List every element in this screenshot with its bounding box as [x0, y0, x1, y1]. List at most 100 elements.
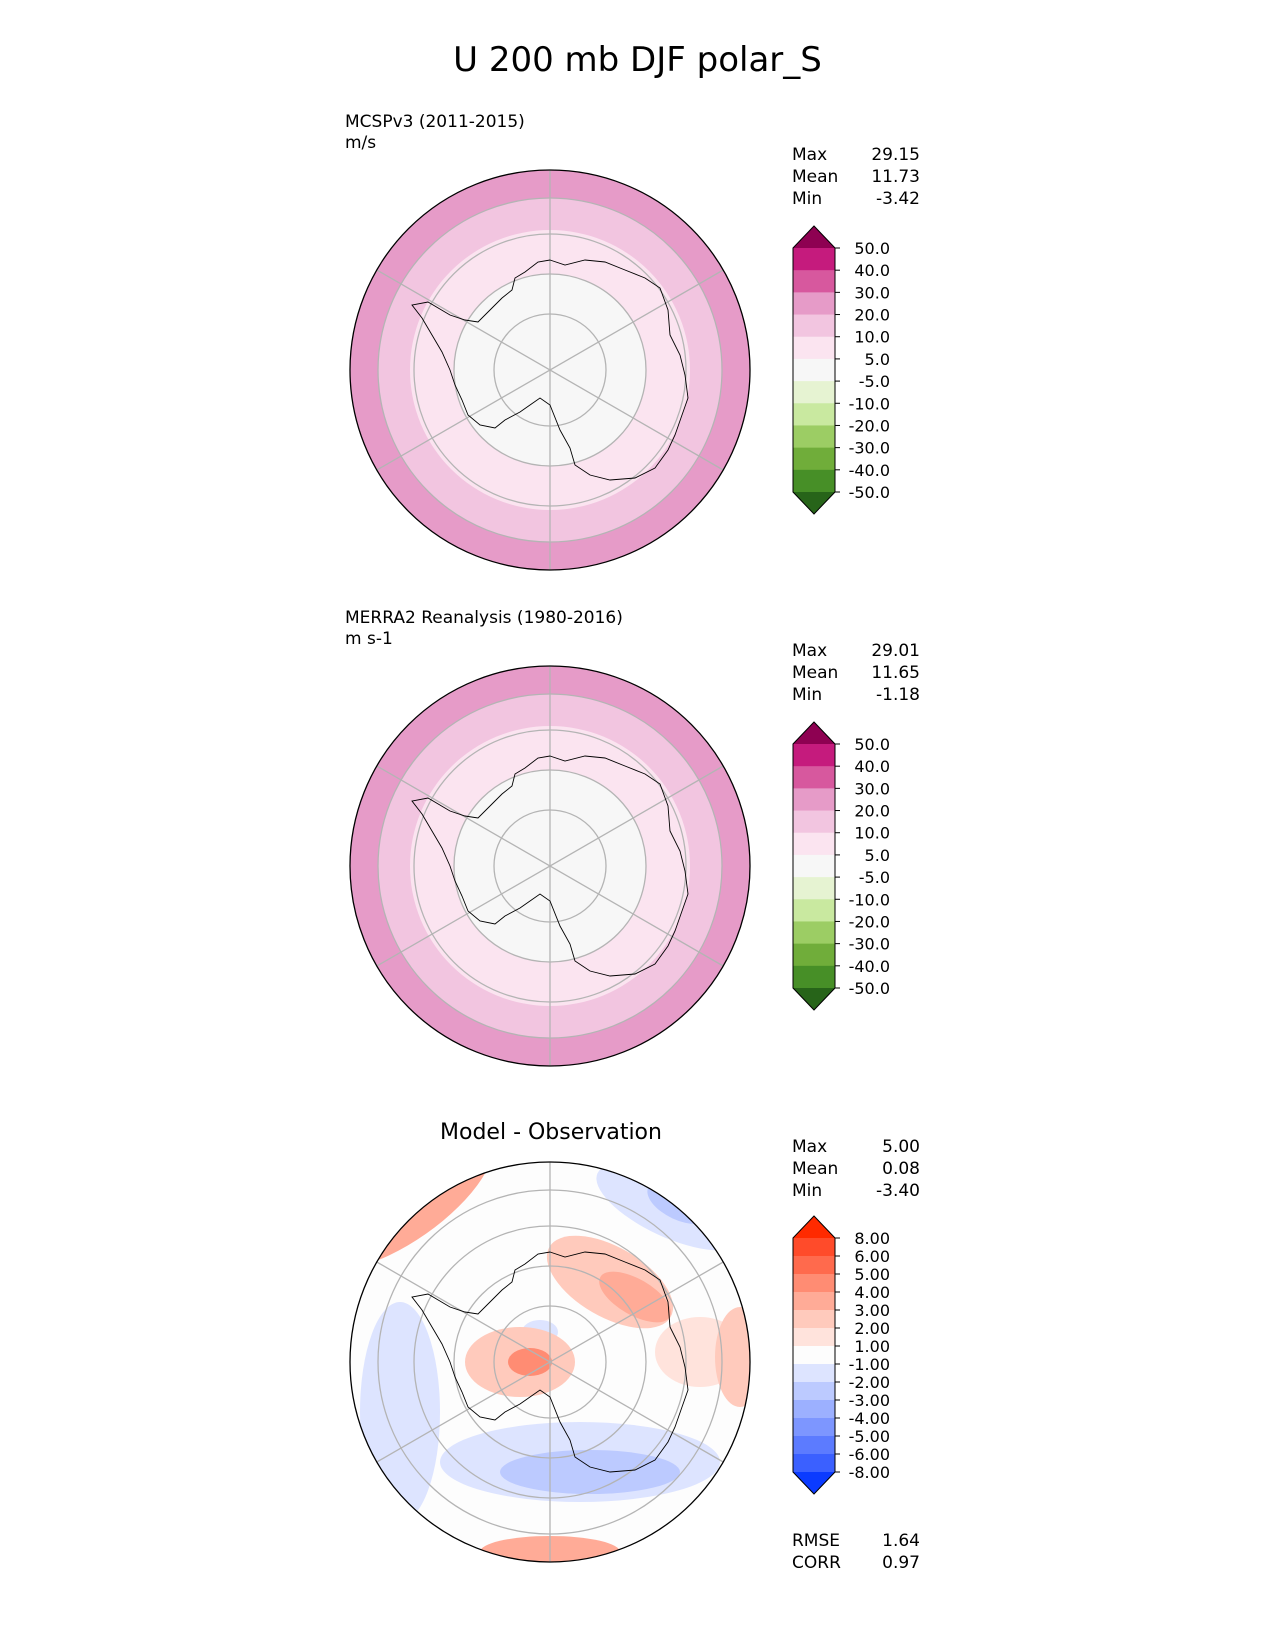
- panel-3-metric-corr-row: CORR 0.97: [792, 1552, 920, 1574]
- colorbar-segment: [793, 469, 835, 493]
- colorbar-segment: [793, 1310, 835, 1329]
- colorbar-extend-min: [793, 492, 835, 514]
- colorbar-segment: [793, 877, 835, 900]
- panel-1-stat-min-row: Min -3.42: [792, 188, 920, 210]
- colorbar-segment: [793, 1382, 835, 1401]
- panel-3-polar-map: [349, 1161, 751, 1563]
- colorbar-tick-label: 40.0: [854, 261, 890, 280]
- panel-1-title-block: MCSPv3 (2011-2015) m/s: [345, 112, 525, 154]
- colorbar-segment: [793, 832, 835, 856]
- panel-3-metric-value: 1.64: [882, 1531, 920, 1551]
- panel-3-metric-label: CORR: [792, 1553, 841, 1573]
- colorbar-tick-label: 20.0: [854, 306, 890, 325]
- colorbar-tick-label: 50.0: [854, 239, 890, 258]
- anomaly-region: [508, 1348, 552, 1376]
- panel-2-stat-value: 29.01: [871, 641, 920, 661]
- panel-1-stat-label: Min: [792, 189, 823, 209]
- panel-3-stat-value: 5.00: [882, 1137, 920, 1157]
- colorbar-tick-label: -30.0: [849, 439, 890, 458]
- colorbar-segment: [793, 788, 835, 812]
- colorbar-segment: [793, 1346, 835, 1365]
- colorbar-segment: [793, 854, 835, 878]
- colorbar-tick-label: -10.0: [849, 394, 890, 413]
- panel-2-stat-label: Max: [792, 641, 828, 661]
- panel-1-stat-value: 11.73: [871, 167, 920, 187]
- colorbar-segment: [793, 766, 835, 789]
- panel-2-stat-min-row: Min -1.18: [792, 684, 920, 706]
- panel-1-colorbar: 50.0 40.0 30.0 20.0 10.0 5.0 -5.0 -10.0 -20.0 -30…: [792, 225, 890, 515]
- panel-3-metric-value: 0.97: [882, 1553, 920, 1573]
- colorbar-segment: [793, 1328, 835, 1347]
- anomaly-region: [715, 1307, 750, 1407]
- panel-2-title-block: MERRA2 Reanalysis (1980-2016) m s-1: [345, 608, 623, 650]
- panel-3-stat-value: -3.40: [876, 1181, 920, 1201]
- anomaly-region: [599, 1271, 671, 1323]
- colorbar-segment: [793, 965, 835, 989]
- anomaly-region: [500, 1450, 680, 1494]
- panel-3-stat-label: Mean: [792, 1159, 839, 1179]
- colorbar-tick-label: 5.0: [865, 350, 890, 369]
- colorbar-tick-label: 5.0: [865, 846, 890, 865]
- colorbar-segment: [793, 1454, 835, 1473]
- antarctica-coastline: [411, 755, 689, 977]
- colorbar-tick-label: 10.0: [854, 824, 890, 843]
- colorbar-segment: [793, 1400, 835, 1419]
- colorbar-tick-label: -40.0: [849, 957, 890, 976]
- colorbar-tick-label: 2.00: [854, 1319, 890, 1338]
- colorbar-tick-label: 10.0: [854, 328, 890, 347]
- panel-3-stat-min-row: Min -3.40: [792, 1180, 920, 1202]
- panel-1-units: m/s: [345, 133, 377, 153]
- colorbar-tick-label: 5.00: [854, 1265, 890, 1284]
- panel-1-stat-mean-row: Mean 11.73: [792, 166, 920, 188]
- colorbar-segment: [793, 744, 835, 767]
- panel-1-polar-map: [349, 169, 751, 571]
- panel-3-metrics: RMSE 1.64 CORR 0.97: [792, 1530, 920, 1574]
- panel-2-stat-mean-row: Mean 11.65: [792, 662, 920, 684]
- colorbar-segment: [793, 1292, 835, 1311]
- colorbar-tick-label: -20.0: [849, 912, 890, 931]
- panel-1-stat-max-row: Max 29.15: [792, 144, 920, 166]
- colorbar-extend-min: [793, 1472, 835, 1494]
- colorbar-segment: [793, 921, 835, 945]
- panel-2-stat-max-row: Max 29.01: [792, 640, 920, 662]
- colorbar-segment: [793, 447, 835, 471]
- longitude-line: [376, 1261, 724, 1463]
- colorbar-segment: [793, 1238, 835, 1257]
- panel-3-stat-label: Max: [792, 1137, 828, 1157]
- colorbar-tick-label: 8.00: [854, 1229, 890, 1248]
- colorbar-extend-min: [793, 988, 835, 1010]
- longitude-line: [376, 269, 724, 471]
- colorbar-segment: [793, 425, 835, 449]
- colorbar-segment: [793, 810, 835, 834]
- colorbar-segment: [793, 1256, 835, 1275]
- panel-2-polar-map: [349, 665, 751, 1067]
- panel-1-stat-value: -3.42: [876, 189, 920, 209]
- panel-1-title: MCSPv3 (2011-2015): [345, 112, 525, 132]
- colorbar-tick-label: -1.00: [849, 1355, 890, 1374]
- colorbar-segment: [793, 1274, 835, 1293]
- colorbar-tick-label: 4.00: [854, 1283, 890, 1302]
- colorbar-extend-max: [793, 1216, 835, 1238]
- longitude-line: [376, 765, 724, 967]
- panel-3-stat-value: 0.08: [882, 1159, 920, 1179]
- map-boundary: [349, 1161, 751, 1563]
- colorbar-segment: [793, 899, 835, 922]
- colorbar-segment: [793, 381, 835, 404]
- colorbar-tick-label: 40.0: [854, 757, 890, 776]
- antarctica-coastline: [411, 1251, 689, 1473]
- colorbar-segment: [793, 314, 835, 338]
- colorbar-tick-label: -10.0: [849, 890, 890, 909]
- panel-1-stat-label: Mean: [792, 167, 839, 187]
- panel-3-stat-mean-row: Mean 0.08: [792, 1158, 920, 1180]
- colorbar-tick-label: -50.0: [849, 483, 890, 502]
- colorbar-segment: [793, 248, 835, 271]
- panel-2-stats: Max 29.01 Mean 11.65 Min -1.18: [792, 640, 920, 706]
- panel-3-stat-max-row: Max 5.00: [792, 1136, 920, 1158]
- colorbar-tick-label: -20.0: [849, 416, 890, 435]
- colorbar-segment: [793, 292, 835, 316]
- panel-1-stats: Max 29.15 Mean 11.73 Min -3.42: [792, 144, 920, 210]
- panel-3-metric-label: RMSE: [792, 1531, 841, 1551]
- colorbar-segment: [793, 270, 835, 293]
- colorbar-tick-label: -30.0: [849, 935, 890, 954]
- panel-1-stat-value: 29.15: [871, 145, 920, 165]
